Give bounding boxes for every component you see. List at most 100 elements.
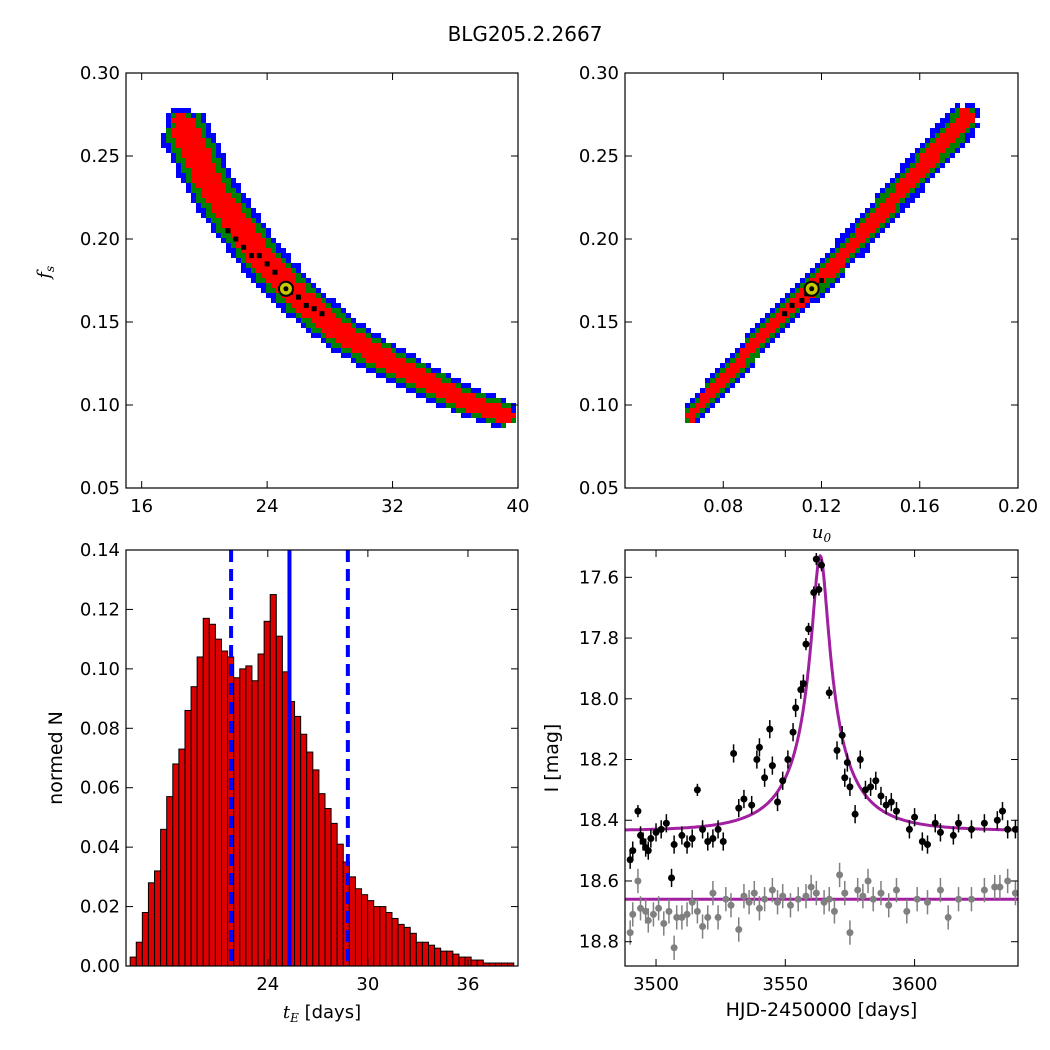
contour-1sigma-cell <box>211 198 216 203</box>
contour-2sigma-cell <box>201 128 206 133</box>
contour-3sigma-cell <box>296 268 301 273</box>
contour-1sigma-cell <box>211 173 216 178</box>
contour-1sigma-cell <box>361 348 366 353</box>
contour-3sigma-cell <box>865 208 870 213</box>
histogram-bar <box>135 941 143 967</box>
histogram-bar <box>208 623 216 967</box>
contour-3sigma-cell <box>276 303 281 308</box>
contour-3sigma-cell <box>321 293 326 298</box>
contour-2sigma-cell <box>206 213 211 218</box>
data-point <box>704 838 712 846</box>
contour-3sigma-cell <box>166 113 171 118</box>
contour-1sigma-cell <box>216 178 221 183</box>
contour-1sigma-cell <box>825 263 830 268</box>
contour-2sigma-cell <box>915 153 920 158</box>
contour-1sigma-cell <box>326 333 331 338</box>
contour-3sigma-cell <box>211 228 216 233</box>
contour-1sigma-cell <box>461 393 466 398</box>
contour-2sigma-cell <box>211 148 216 153</box>
contour-3sigma-cell <box>441 403 446 408</box>
contour-1sigma-cell <box>326 323 331 328</box>
contour-1sigma-cell <box>765 333 770 338</box>
contour-3sigma-cell <box>695 393 700 398</box>
best-fit-center <box>809 286 815 292</box>
contour-2sigma-cell <box>890 188 895 193</box>
contour-1sigma-cell <box>386 363 391 368</box>
sample-point <box>233 236 239 242</box>
contour-3sigma-cell <box>241 263 246 268</box>
data-point <box>905 825 913 833</box>
data-point <box>768 762 776 770</box>
contour-1sigma-cell <box>216 193 221 198</box>
contour-3sigma-cell <box>201 213 206 218</box>
contour-3sigma-cell <box>191 198 196 203</box>
contour-1sigma-cell <box>246 248 251 253</box>
data-point <box>955 895 963 903</box>
contour-3sigma-cell <box>186 188 191 193</box>
histogram-bar <box>190 686 198 967</box>
contour-3sigma-cell <box>401 348 406 353</box>
contour-3sigma-cell <box>491 393 496 398</box>
contour-1sigma-cell <box>266 278 271 283</box>
contour-2sigma-cell <box>486 398 491 403</box>
contour-2sigma-cell <box>785 318 790 323</box>
contour-3sigma-cell <box>266 293 271 298</box>
data-point <box>699 923 707 931</box>
contour-1sigma-cell <box>186 138 191 143</box>
contour-2sigma-cell <box>236 253 241 258</box>
contour-1sigma-cell <box>326 318 331 323</box>
contour-1sigma-cell <box>840 248 845 253</box>
data-point <box>709 889 717 897</box>
y-tick-label: 18.8 <box>579 932 619 953</box>
contour-2sigma-cell <box>166 133 171 138</box>
contour-3sigma-cell <box>491 423 496 428</box>
contour-1sigma-cell <box>191 123 196 128</box>
contour-1sigma-cell <box>755 333 760 338</box>
contour-2sigma-cell <box>196 118 201 123</box>
contour-2sigma-cell <box>181 163 186 168</box>
contour-2sigma-cell <box>925 143 930 148</box>
contour-1sigma-cell <box>191 133 196 138</box>
contour-3sigma-cell <box>755 323 760 328</box>
x-tick-label: 3550 <box>762 974 808 995</box>
contour-1sigma-cell <box>326 328 331 333</box>
contour-2sigma-cell <box>950 113 955 118</box>
histogram-bar <box>257 653 265 967</box>
contour-1sigma-cell <box>850 248 855 253</box>
x-tick-label: 16 <box>130 496 153 517</box>
contour-2sigma-cell <box>890 213 895 218</box>
data-point <box>854 886 862 894</box>
contour-3sigma-cell <box>311 283 316 288</box>
contour-2sigma-cell <box>246 263 251 268</box>
histogram-bar <box>184 709 192 967</box>
contour-3sigma-cell <box>301 273 306 278</box>
contour-3sigma-cell <box>326 343 331 348</box>
histogram-bar <box>263 620 271 967</box>
contour-1sigma-cell <box>206 198 211 203</box>
contour-3sigma-cell <box>356 363 361 368</box>
histogram-bar <box>385 912 393 967</box>
contour-2sigma-cell <box>685 408 690 413</box>
contour-2sigma-cell <box>271 243 276 248</box>
contour-1sigma-cell <box>456 388 461 393</box>
contour-3sigma-cell <box>171 153 176 158</box>
contour-1sigma-cell <box>491 403 496 408</box>
contour-1sigma-cell <box>930 148 935 153</box>
contour-1sigma-cell <box>211 208 216 213</box>
contour-2sigma-cell <box>221 233 226 238</box>
contour-3sigma-cell <box>855 218 860 223</box>
contour-1sigma-cell <box>501 408 506 413</box>
contour-3sigma-cell <box>760 318 765 323</box>
contour-2sigma-cell <box>401 378 406 383</box>
contour-1sigma-cell <box>251 263 256 268</box>
contour-1sigma-cell <box>336 338 341 343</box>
contour-3sigma-cell <box>895 213 900 218</box>
histogram-bar <box>275 635 283 967</box>
contour-2sigma-cell <box>945 123 950 128</box>
contour-3sigma-cell <box>795 313 800 318</box>
data-point <box>727 901 735 909</box>
contour-3sigma-cell <box>371 368 376 373</box>
contour-2sigma-cell <box>186 168 191 173</box>
contour-1sigma-cell <box>316 318 321 323</box>
y-tick-label: 0.20 <box>80 229 120 250</box>
